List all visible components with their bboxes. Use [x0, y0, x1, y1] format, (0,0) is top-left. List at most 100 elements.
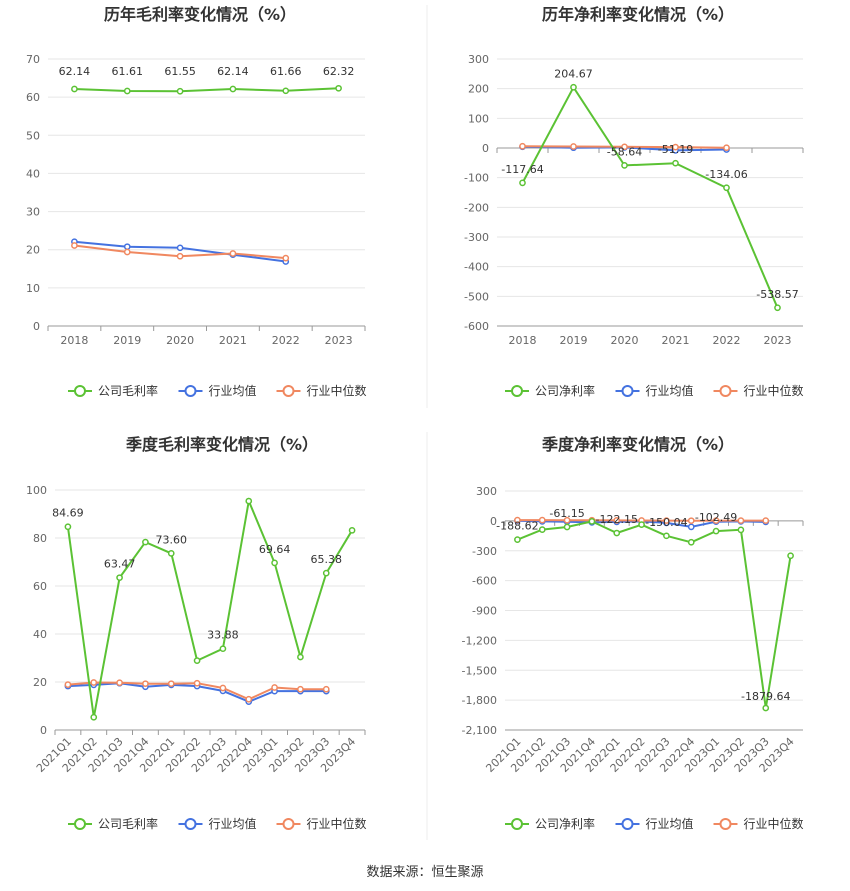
legend-item[interactable]: 行业中位数 — [713, 383, 804, 398]
data-point — [723, 184, 730, 192]
y-tick-label: 20 — [33, 676, 47, 689]
series-line-company — [517, 520, 792, 709]
y-tick-label: 80 — [33, 532, 47, 545]
legend-item[interactable]: 公司毛利率 — [68, 383, 158, 398]
y-tick-label: -300 — [472, 545, 497, 558]
x-tick-label: 2021 — [662, 334, 690, 347]
data-point — [519, 142, 526, 150]
data-point — [672, 143, 679, 151]
legend[interactable]: 公司净利率 行业均值 行业中位数 — [505, 816, 804, 831]
legend-marker — [511, 385, 523, 397]
legend-marker — [74, 385, 86, 397]
legend-item[interactable]: 行业中位数 — [276, 383, 367, 398]
legend-item[interactable]: 公司净利率 — [505, 816, 595, 831]
data-point — [90, 679, 98, 686]
data-point — [322, 569, 330, 577]
y-tick-label: -400 — [464, 261, 489, 274]
legend-item[interactable]: 公司毛利率 — [68, 816, 158, 831]
series-line-company — [66, 497, 353, 718]
legend-marker — [719, 385, 732, 397]
legend-item[interactable]: 行业均值 — [178, 383, 257, 398]
y-tick-label: -900 — [472, 605, 497, 618]
x-tick-label: 2020 — [611, 334, 639, 347]
data-point — [613, 517, 621, 524]
data-point — [663, 517, 670, 524]
data-label: -102.49 — [695, 511, 737, 524]
y-tick-label: -600 — [464, 320, 489, 333]
data-label: -58.64 — [607, 145, 642, 158]
data-point — [672, 159, 679, 167]
y-tick-label: 20 — [26, 244, 40, 257]
legend-marker — [621, 385, 634, 397]
data-label: 84.69 — [52, 507, 84, 520]
data-point — [297, 653, 304, 661]
data-label: -61.15 — [549, 507, 584, 520]
y-tick-label: 200 — [468, 83, 489, 96]
legend-marker — [282, 818, 295, 830]
legend-item[interactable]: 行业均值 — [178, 816, 257, 831]
data-point — [613, 529, 621, 537]
data-source-footer: 数据来源：恒生聚源 — [366, 865, 484, 880]
data-point — [282, 254, 290, 262]
data-point — [219, 684, 227, 692]
legend-label: 行业中位数 — [744, 383, 804, 398]
legend-item[interactable]: 行业均值 — [615, 383, 694, 398]
data-point — [519, 179, 526, 187]
y-tick-label: 40 — [33, 628, 47, 641]
x-tick-label: 2023 — [325, 334, 353, 347]
legend[interactable]: 公司毛利率 行业均值 行业中位数 — [68, 816, 367, 831]
y-tick-label: 100 — [26, 484, 47, 497]
data-label: -538.57 — [756, 288, 798, 301]
x-tick-label: 2023 — [764, 334, 792, 347]
data-label: -117.64 — [501, 163, 543, 176]
legend-item[interactable]: 公司净利率 — [505, 383, 595, 398]
y-tick-label: 60 — [33, 580, 47, 593]
y-tick-label: 70 — [26, 53, 40, 66]
data-label: 62.14 — [59, 65, 91, 78]
y-tick-label: -2,100 — [462, 724, 497, 737]
legend-marker — [511, 818, 523, 830]
data-point — [64, 681, 72, 688]
data-label: 61.66 — [270, 65, 302, 78]
data-point — [116, 574, 123, 582]
y-tick-label: 10 — [26, 282, 40, 295]
data-point — [538, 516, 546, 524]
x-tick-label: 2022 — [713, 334, 741, 347]
legend-marker — [282, 385, 295, 397]
data-point — [687, 538, 695, 546]
legend[interactable]: 公司净利率 行业均值 行业中位数 — [505, 383, 804, 398]
data-point — [116, 679, 123, 687]
data-point — [245, 497, 253, 505]
data-point — [538, 526, 546, 533]
legend-marker — [184, 385, 197, 397]
data-label: 73.60 — [156, 533, 188, 546]
y-tick-label: -1,200 — [462, 634, 497, 647]
data-point — [762, 517, 770, 524]
x-tick-label: 2022 — [272, 334, 300, 347]
legend-item[interactable]: 行业均值 — [615, 816, 694, 831]
data-label: -51.19 — [658, 143, 693, 156]
data-point — [142, 680, 149, 688]
legend[interactable]: 公司毛利率 行业均值 行业中位数 — [68, 383, 367, 398]
y-tick-label: -600 — [472, 575, 497, 588]
data-point — [90, 713, 98, 721]
data-point — [563, 516, 571, 524]
data-label: -134.06 — [705, 168, 747, 181]
legend-marker — [184, 818, 197, 830]
data-point — [271, 684, 278, 691]
legend-marker — [719, 818, 732, 830]
x-tick-label: 2019 — [113, 334, 141, 347]
data-label: 33.88 — [207, 629, 239, 642]
legend-item[interactable]: 行业中位数 — [713, 816, 804, 831]
data-label: -150.04 — [645, 516, 687, 529]
data-point — [245, 695, 253, 703]
data-point — [514, 516, 521, 524]
legend-marker — [621, 818, 634, 830]
legend-item[interactable]: 行业中位数 — [276, 816, 367, 831]
data-point — [638, 521, 645, 529]
y-tick-label: 40 — [26, 167, 40, 180]
data-point — [71, 85, 78, 93]
legend-label: 行业均值 — [646, 383, 694, 398]
y-tick-label: 60 — [26, 91, 40, 104]
data-label: 62.32 — [323, 65, 355, 78]
